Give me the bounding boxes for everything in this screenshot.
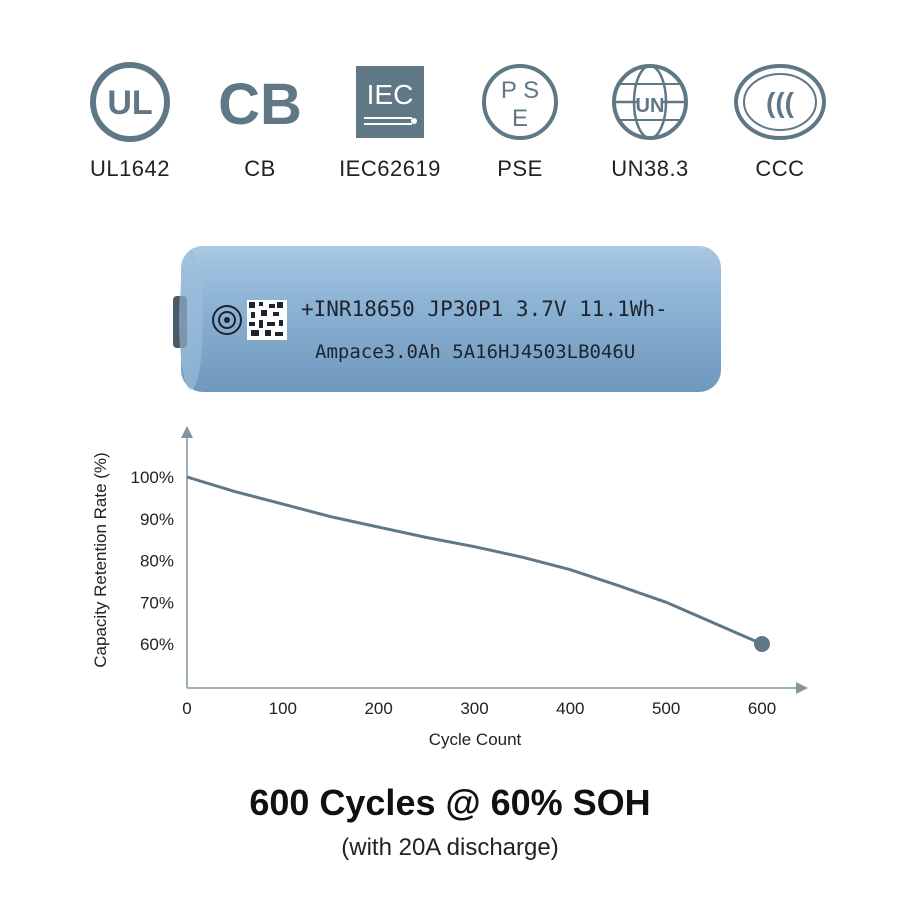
x-tick-label: 0 bbox=[182, 699, 191, 718]
cert-label-cb: CB bbox=[244, 156, 276, 181]
capacity-retention-chart: 100% 90% 80% 70% 60% 0 100 200 300 400 500 600 Cyc… bbox=[0, 420, 900, 760]
cert-iec: IEC IEC62619 bbox=[330, 60, 450, 190]
x-tick-label: 200 bbox=[364, 699, 392, 718]
svg-text:E: E bbox=[512, 105, 528, 132]
x-axis-label: Cycle Count bbox=[429, 730, 522, 749]
battery-cell-image: +INR18650 JP30P1 3.7V 11.1Wh- Ampace3.0A… bbox=[165, 240, 725, 400]
x-tick-label: 600 bbox=[748, 699, 776, 718]
cert-label-ccc: CCC bbox=[755, 156, 805, 181]
un-logo-icon: UN bbox=[602, 60, 698, 144]
iec-logo-icon: IEC bbox=[342, 60, 438, 144]
y-axis-label: Capacity Retention Rate (%) bbox=[91, 452, 110, 667]
y-tick-labels: 100% 90% 80% 70% 60% bbox=[131, 468, 174, 654]
y-tick-label: 60% bbox=[140, 635, 174, 654]
x-tick-label: 500 bbox=[652, 699, 680, 718]
ul-logo-icon: UL bbox=[82, 60, 178, 144]
endpoint-marker bbox=[754, 636, 770, 652]
cert-un: UN UN38.3 bbox=[590, 60, 710, 190]
y-tick-label: 100% bbox=[131, 468, 174, 487]
x-tick-labels: 0 100 200 300 400 500 600 bbox=[182, 699, 776, 718]
subline: (with 20A discharge) bbox=[341, 834, 559, 861]
battery-text-line1: +INR18650 JP30P1 3.7V 11.1Wh- bbox=[301, 297, 668, 321]
cert-label-pse: PSE bbox=[497, 156, 543, 181]
series-line bbox=[186, 475, 763, 646]
battery-text-line2: Ampace3.0Ah 5A16HJ4503LB046U bbox=[315, 341, 635, 363]
svg-text:P S: P S bbox=[501, 77, 539, 104]
x-tick-label: 400 bbox=[556, 699, 584, 718]
cert-label-iec: IEC62619 bbox=[339, 156, 441, 181]
ul-logo-text: UL bbox=[107, 84, 152, 122]
pse-logo-icon: P S E bbox=[472, 60, 568, 144]
cb-logo-icon: CB bbox=[212, 60, 308, 144]
iec-logo-text: IEC bbox=[367, 79, 414, 110]
x-tick-label: 300 bbox=[460, 699, 488, 718]
cert-ccc: ((( CCC bbox=[720, 60, 840, 190]
y-tick-label: 70% bbox=[140, 593, 174, 612]
ccc-logo-icon: ((( bbox=[732, 60, 828, 144]
cb-logo-text: CB bbox=[218, 72, 302, 137]
battery-logo-icon bbox=[212, 305, 242, 335]
cert-pse: P S E PSE bbox=[460, 60, 580, 190]
svg-text:UN: UN bbox=[636, 95, 665, 117]
cert-label-un: UN38.3 bbox=[611, 156, 689, 181]
data-matrix-code bbox=[247, 300, 287, 340]
headline: 600 Cycles @ 60% SOH bbox=[249, 782, 651, 823]
y-tick-label: 90% bbox=[140, 510, 174, 529]
svg-text:(((: ((( bbox=[766, 87, 795, 118]
cert-label-ul: UL1642 bbox=[89, 156, 171, 181]
cert-ul: UL UL1642 bbox=[70, 60, 190, 190]
y-tick-label: 80% bbox=[140, 552, 174, 571]
cert-cb: CB CB bbox=[200, 60, 320, 190]
certification-row: UL UL1642 CB CB IEC IEC62619 bbox=[70, 60, 840, 190]
x-tick-label: 100 bbox=[269, 699, 297, 718]
